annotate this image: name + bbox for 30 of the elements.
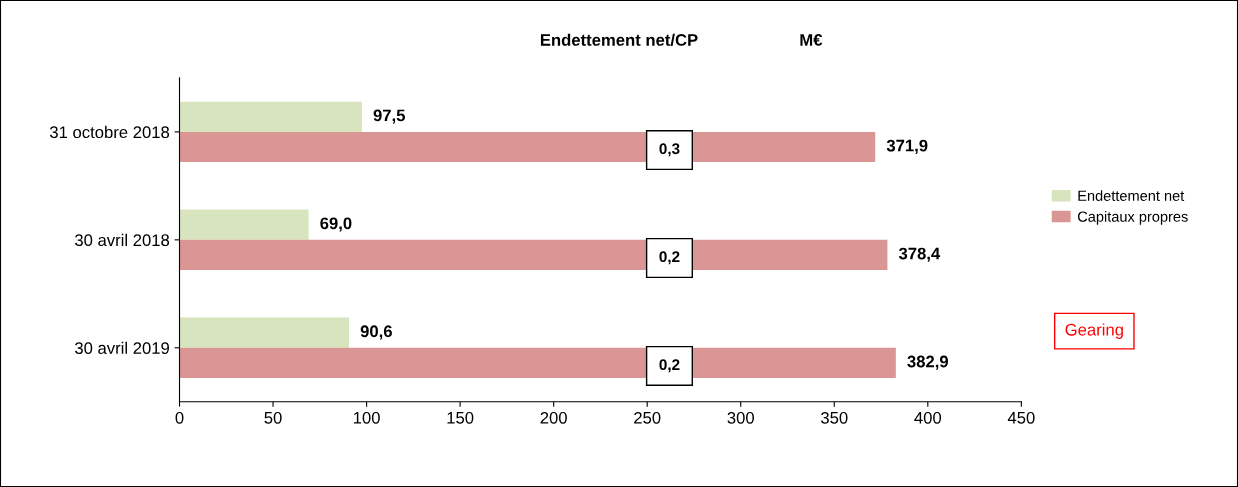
data-label: 378,4 [898, 247, 941, 262]
legend-label: Capitaux propres [1077, 211, 1188, 225]
x-tick-label: 400 [914, 411, 942, 424]
annotation: 0,3 [659, 143, 680, 157]
x-tick-label: 0 [175, 411, 184, 424]
y-tick-label: 30 avril 2019 [75, 341, 170, 354]
x-tick-label: 200 [540, 411, 567, 424]
data-label: 97,5 [373, 109, 405, 124]
x-tick-label: 300 [727, 411, 754, 424]
chart-title: Endettement net/CP [540, 33, 698, 47]
data-label: 382,9 [907, 355, 949, 370]
text: Gearing [1065, 323, 1123, 339]
bar [179, 101, 362, 132]
legend-label: Endettement net [1078, 190, 1185, 201]
data-label: 90,6 [360, 325, 392, 340]
x-tick-label: 350 [821, 411, 848, 424]
y-tick-label: 31 octobre 2018 [49, 125, 170, 139]
data-label: 69,0 [320, 217, 352, 232]
annotation: 0,2 [659, 359, 680, 373]
x-tick-label: 150 [447, 411, 474, 424]
data-label: 371,9 [886, 139, 928, 154]
x-tick-label: 250 [634, 411, 661, 424]
x-tick-label: 100 [353, 411, 380, 424]
text: M€ [800, 34, 823, 46]
bar [179, 209, 309, 240]
x-tick-label: 50 [264, 411, 282, 424]
annotation: 0,2 [659, 251, 680, 265]
x-tick-label: 450 [1007, 411, 1035, 424]
bar [179, 317, 349, 348]
y-tick-label: 30 avril 2018 [75, 233, 170, 247]
